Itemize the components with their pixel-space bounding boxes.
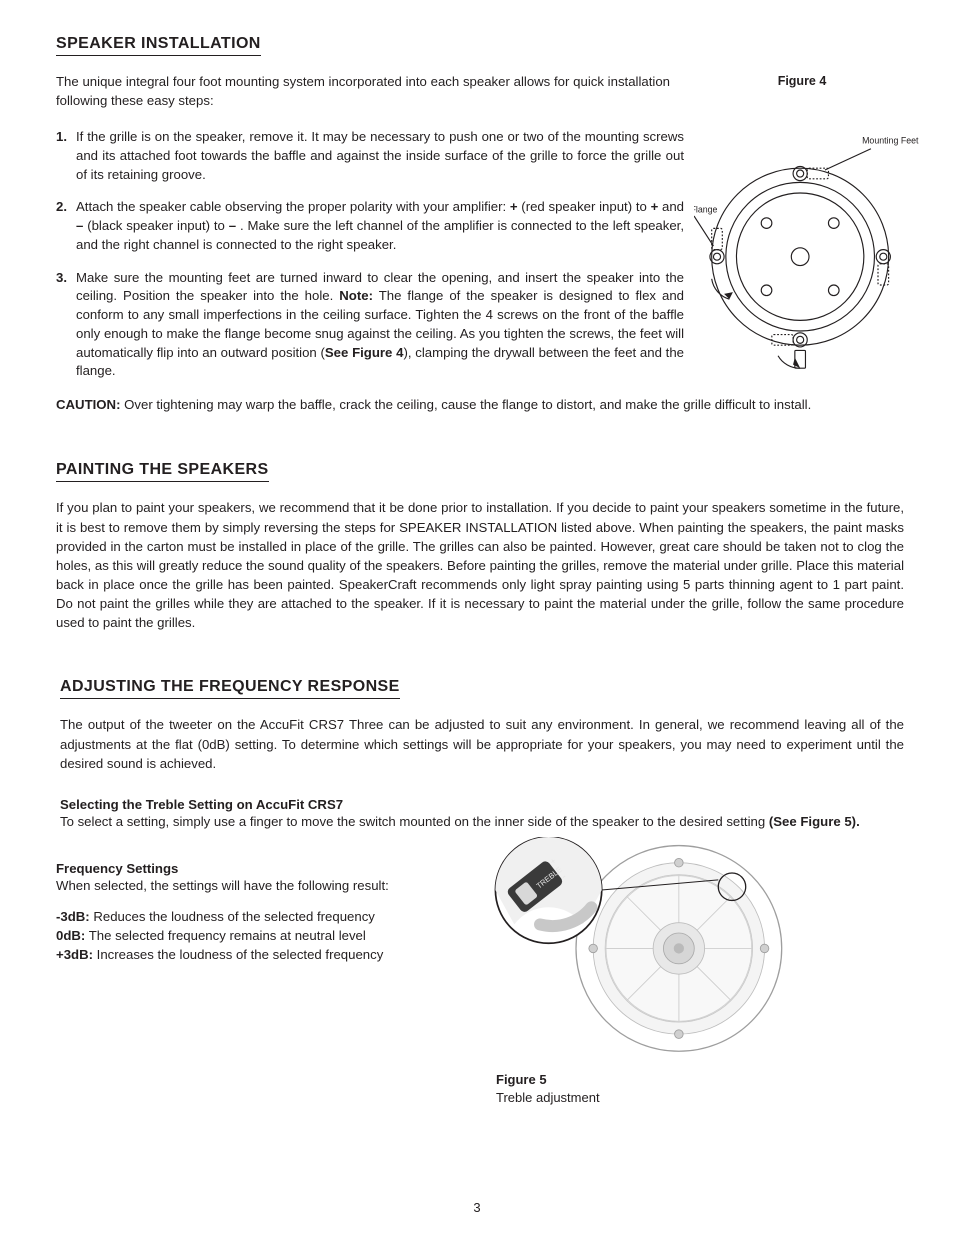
step-3-text: Make sure the mounting feet are turned i…: [76, 269, 684, 381]
installation-steps: 1. If the grille is on the speaker, remo…: [56, 128, 684, 381]
setting-minus-3db: -3dB: Reduces the loudness of the select…: [56, 907, 456, 926]
figure-4-diagram: Flange Mounting Feet: [694, 124, 924, 372]
step-1: 1. If the grille is on the speaker, remo…: [56, 128, 684, 184]
step-3-number: 3.: [56, 269, 76, 381]
step-2: 2. Attach the speaker cable observing th…: [56, 198, 684, 254]
section-title-painting: PAINTING THE SPEAKERS: [56, 461, 269, 482]
page-number: 3: [0, 1200, 954, 1215]
treble-subheading: Selecting the Treble Setting on AccuFit …: [60, 797, 904, 812]
figure-4-label: Figure 4: [778, 74, 827, 88]
figure-5-label: Figure 5: [496, 1072, 547, 1087]
setting-plus-3db: +3dB: Increases the loudness of the sele…: [56, 945, 456, 964]
step-2-text: Attach the speaker cable observing the p…: [76, 198, 684, 254]
setting-0db: 0dB: The selected frequency remains at n…: [56, 926, 456, 945]
section-title-installation: SPEAKER INSTALLATION: [56, 35, 261, 56]
frequency-intro: The output of the tweeter on the AccuFit…: [60, 715, 904, 772]
figure-4-feet-label: Mounting Feet: [862, 136, 919, 146]
figure-5-caption: Treble adjustment: [496, 1090, 600, 1105]
step-2-number: 2.: [56, 198, 76, 254]
step-1-number: 1.: [56, 128, 76, 184]
step-1-text: If the grille is on the speaker, remove …: [76, 128, 684, 184]
frequency-settings-intro: When selected, the settings will have th…: [56, 876, 456, 895]
treble-instruction: To select a setting, simply use a finger…: [60, 812, 904, 831]
caution-note: CAUTION: Over tightening may warp the ba…: [56, 395, 904, 414]
painting-body: If you plan to paint your speakers, we r…: [56, 498, 904, 632]
section-title-frequency: ADJUSTING THE FREQUENCY RESPONSE: [60, 678, 400, 699]
step-3: 3. Make sure the mounting feet are turne…: [56, 269, 684, 381]
figure-5-diagram: TREBLE + -: [456, 837, 816, 1060]
figure-4-flange-label: Flange: [694, 205, 718, 215]
frequency-settings-subheading: Frequency Settings: [56, 861, 456, 876]
frequency-settings-list: -3dB: Reduces the loudness of the select…: [56, 907, 456, 964]
installation-intro: The unique integral four foot mounting s…: [56, 72, 670, 110]
